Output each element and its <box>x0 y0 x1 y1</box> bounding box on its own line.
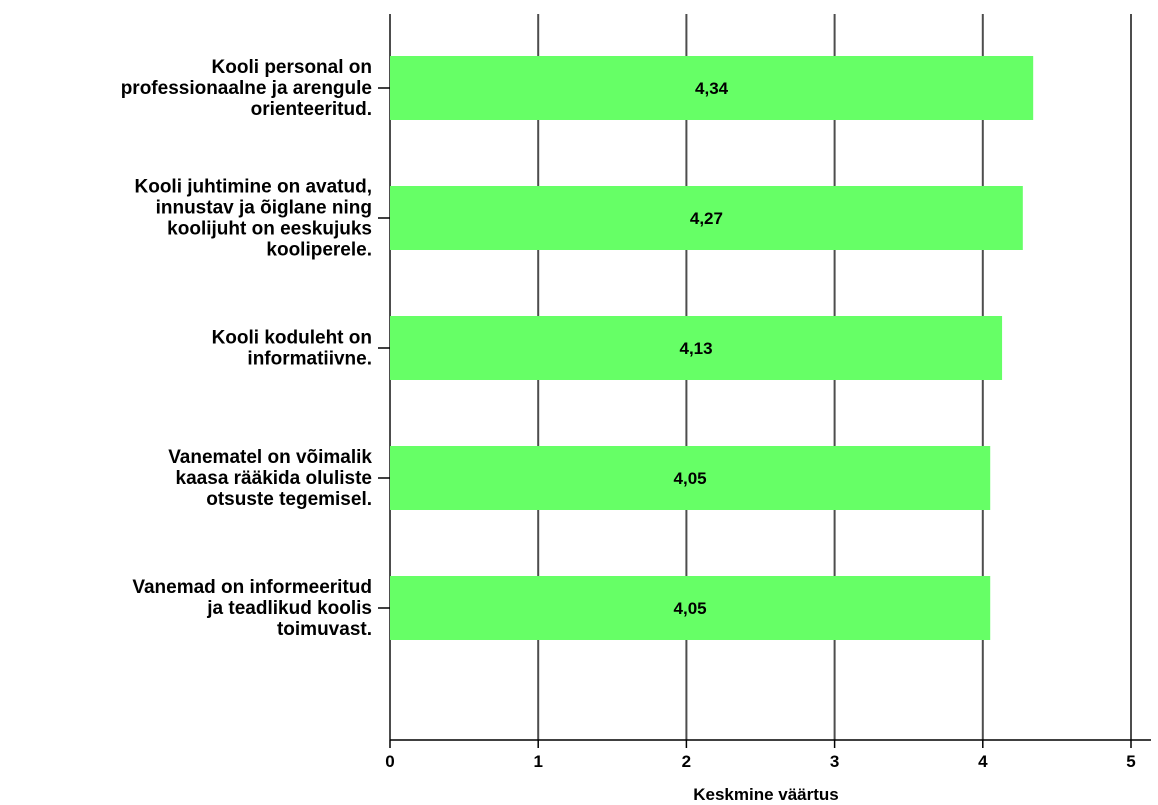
category-label: Kooli juhtimine on avatud, innustav ja õi… <box>135 177 373 261</box>
category-label-line: kooliperele. <box>266 240 372 261</box>
x-tick-label: 4 <box>978 752 988 771</box>
category-label-line: Vanematel on võimalik <box>168 447 372 468</box>
x-tick-label: 3 <box>830 752 839 771</box>
bar-value-label: 4,27 <box>690 209 723 228</box>
category-label-line: professionaalne ja arengule <box>121 78 372 99</box>
bars: 4,34 4,27 4,13 4,05 4,05 <box>390 56 1034 640</box>
category-label-line: ja teadlikud koolis <box>206 598 372 619</box>
category-label-line: kaasa rääkida oluliste <box>176 468 372 489</box>
category-label-line: toimuvast. <box>277 619 372 640</box>
category-label-line: Kooli juhtimine on avatud, <box>135 177 373 198</box>
category-label-line: orienteeritud. <box>251 99 372 120</box>
category-label-line: innustav ja õiglane ning <box>156 198 372 219</box>
x-axis-title: Keskmine väärtus <box>693 785 839 804</box>
x-tick-label: 2 <box>682 752 691 771</box>
category-label: Kooli personal on professionaalne ja aren… <box>121 57 372 120</box>
category-label-line: informatiivne. <box>247 349 372 370</box>
bar <box>390 186 1023 250</box>
bar <box>390 446 991 510</box>
bar-value-label: 4,05 <box>674 599 707 618</box>
bar-value-label: 4,34 <box>695 79 729 98</box>
category-label-line: Vanemad on informeeritud <box>132 577 372 598</box>
category-label-line: koolijuht on eeskujuks <box>167 219 372 240</box>
bar <box>390 316 1003 380</box>
category-label-line: Kooli personal on <box>212 57 372 78</box>
category-label: Kooli koduleht on informatiivne. <box>212 328 372 370</box>
category-label: Vanematel on võimalik kaasa rääkida oluli… <box>168 447 372 510</box>
axes <box>378 87 1151 748</box>
category-labels: Kooli personal on professionaalne ja aren… <box>121 57 373 640</box>
bar-value-label: 4,13 <box>679 339 712 358</box>
x-tick-label: 1 <box>533 752 542 771</box>
category-label-line: otsuste tegemisel. <box>206 489 372 510</box>
bar-value-label: 4,05 <box>674 469 707 488</box>
x-tick-labels: 0 1 2 3 4 5 <box>385 752 1135 771</box>
bar <box>390 576 991 640</box>
category-label-line: Kooli koduleht on <box>212 328 372 349</box>
category-label: Vanemad on informeeritud ja teadlikud koo… <box>132 577 372 640</box>
x-tick-label: 0 <box>385 752 394 771</box>
x-tick-label: 5 <box>1126 752 1135 771</box>
bar <box>390 56 1034 120</box>
